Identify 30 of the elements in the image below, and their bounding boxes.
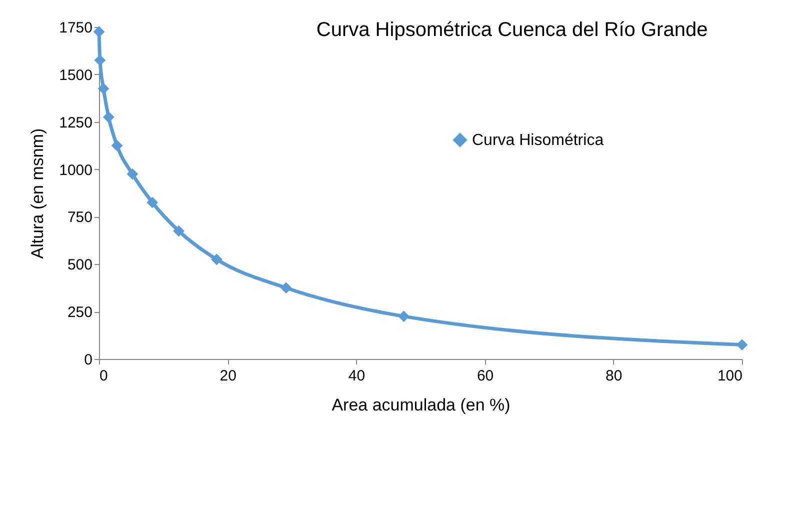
point — [94, 54, 106, 66]
point — [126, 168, 138, 180]
y-tick-label: 1500 — [59, 66, 92, 84]
legend-label: Curva Hisométrica — [472, 132, 604, 149]
y-tick-label: 1750 — [59, 20, 92, 36]
x-tick-label: 100 — [717, 368, 742, 384]
point — [280, 282, 292, 294]
x-tick-label: 80 — [606, 368, 622, 384]
y-tick-label: 0 — [84, 352, 92, 368]
point — [102, 111, 114, 123]
x-tick-label: 0 — [100, 368, 108, 384]
point — [98, 82, 110, 94]
x-tick-label: 20 — [220, 368, 236, 384]
chart-title: Curva Hipsométrica Cuenca del Río Grande — [316, 19, 708, 41]
y-axis-title: Altura (en msnm) — [28, 128, 48, 259]
point — [111, 140, 123, 152]
x-tick-label: 40 — [348, 368, 366, 384]
point — [173, 225, 184, 237]
y-tick-label: 1250 — [59, 114, 92, 132]
x-tick-label: 60 — [476, 368, 494, 384]
point — [146, 196, 158, 208]
y-tick-label: 500 — [67, 256, 92, 274]
point — [736, 339, 748, 350]
x-axis-title: Area acumulada (en %) — [332, 396, 510, 414]
point — [93, 26, 105, 38]
point — [210, 254, 222, 266]
y-tick-label: 1000 — [59, 162, 92, 179]
y-tick-label: 750 — [67, 209, 92, 226]
point — [398, 310, 410, 322]
y-tick-label: 250 — [67, 304, 92, 322]
